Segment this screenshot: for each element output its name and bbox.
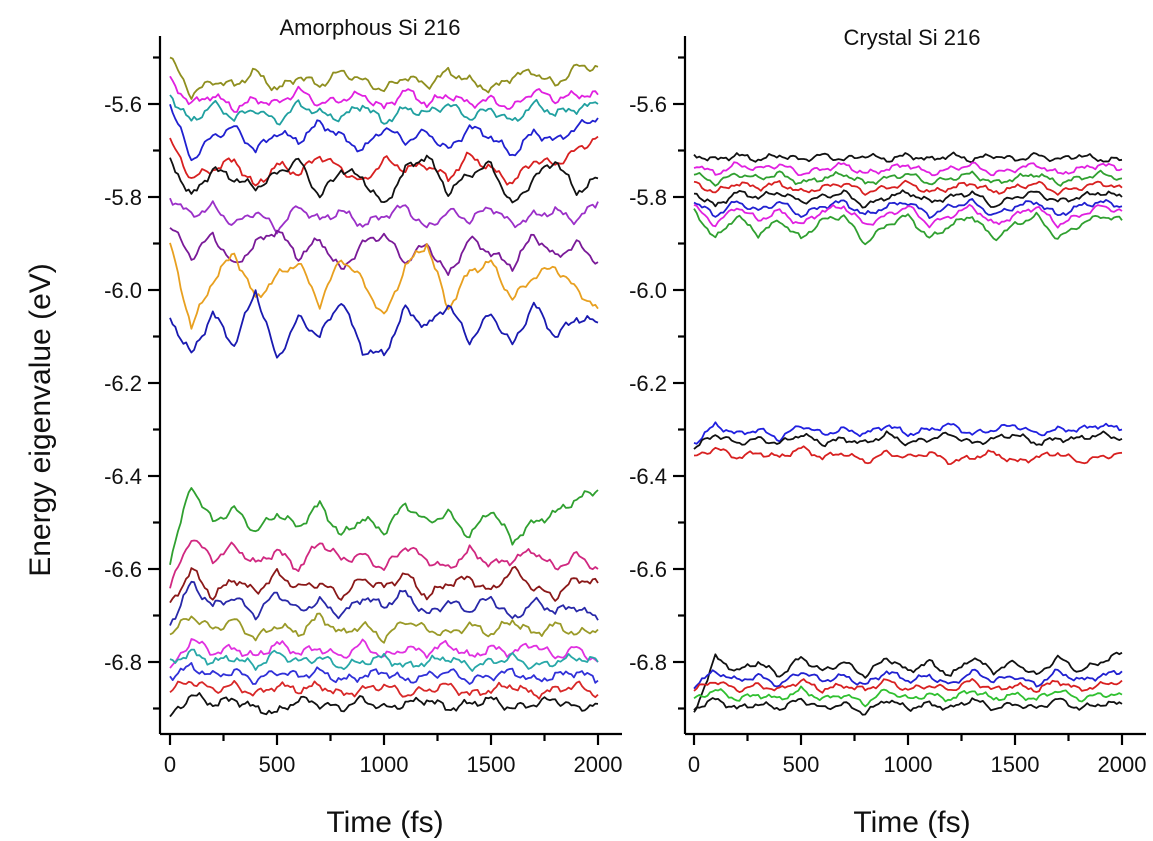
series-line-4 <box>693 179 1123 196</box>
x-tick-label: 0 <box>688 752 700 777</box>
series-line-20 <box>169 692 599 718</box>
series-line-15 <box>169 612 599 644</box>
y-tick-label: -5.6 <box>104 92 142 117</box>
series-line-5 <box>169 135 599 187</box>
series-line-19 <box>169 680 599 700</box>
series-line-10 <box>693 430 1123 450</box>
series-line-1 <box>693 151 1123 164</box>
y-tick-label: -6.4 <box>104 464 142 489</box>
series-line-14 <box>693 678 1123 694</box>
series-line-12 <box>169 539 599 589</box>
series-line-3 <box>693 169 1123 187</box>
x-tick-label: 2000 <box>1098 752 1147 777</box>
series-line-15 <box>693 685 1123 708</box>
y-tick-label: -5.8 <box>629 185 667 210</box>
y-tick-label: -6.0 <box>629 278 667 303</box>
series-line-2 <box>169 75 599 113</box>
series-line-8 <box>693 208 1123 246</box>
x-tick-label: 1000 <box>360 752 409 777</box>
plot-area-crystal: -5.6 -5.8 -6.0 -6.2 -6.4 -6.6 -6.8 0 500 1000 1500… <box>629 36 1146 777</box>
series-line-11 <box>169 487 599 565</box>
series-line-16 <box>169 638 599 669</box>
x-tick-label: 500 <box>783 752 820 777</box>
series-line-6 <box>169 154 599 204</box>
y-tick-label: -5.8 <box>104 185 142 210</box>
x-tick-label: 500 <box>259 752 296 777</box>
series-line-2 <box>693 161 1123 177</box>
y-tick-label: -6.8 <box>104 650 142 675</box>
y-tick-label: -6.0 <box>104 278 142 303</box>
y-tick-label: -6.2 <box>104 371 142 396</box>
x-tick-label: 1500 <box>991 752 1040 777</box>
panel-title-amorphous: Amorphous Si 216 <box>280 15 461 40</box>
panel-title-crystal: Crystal Si 216 <box>844 25 981 50</box>
x-tick-label: 2000 <box>574 752 623 777</box>
x-axis-title-amorphous: Time (fs) <box>326 806 443 839</box>
series-line-16 <box>693 697 1123 716</box>
series-line-9 <box>693 421 1123 445</box>
series-line-4 <box>169 104 599 162</box>
y-tick-label: -6.6 <box>629 557 667 582</box>
series-line-10 <box>169 289 599 359</box>
series-line-14 <box>169 580 599 626</box>
series-line-7 <box>169 197 599 235</box>
series-line-7 <box>693 203 1123 229</box>
series-line-8 <box>169 227 599 276</box>
y-tick-label: -6.8 <box>629 650 667 675</box>
panel-amorphous: Amorphous Si 216 -5.6 -5.8 -6.0 -6.2 -6.4 -6.… <box>104 15 622 839</box>
x-tick-label: 1000 <box>884 752 933 777</box>
series-line-5 <box>693 189 1123 209</box>
y-tick-label: -6.2 <box>629 371 667 396</box>
x-tick-label: 1500 <box>467 752 516 777</box>
y-tick-label: -6.6 <box>104 557 142 582</box>
panel-crystal: Crystal Si 216 -5.6-5.8-6.0-6.2-6.4-6.6-… <box>629 25 1146 839</box>
series-line-13 <box>693 668 1123 690</box>
series-line-18 <box>169 662 599 685</box>
y-axis-title: Energy eigenvalue (eV) <box>24 263 57 577</box>
series-line-9 <box>169 242 599 330</box>
series-line-13 <box>169 565 599 604</box>
y-tick-label: -5.6 <box>629 92 667 117</box>
series-line-1 <box>169 56 599 100</box>
x-axis-title-crystal: Time (fs) <box>853 806 970 839</box>
series-line-6 <box>693 198 1123 219</box>
series-line-17 <box>169 648 599 672</box>
series-line-11 <box>693 445 1123 465</box>
series-line-12 <box>693 651 1123 713</box>
x-tick-label: 0 <box>164 752 176 777</box>
plot-area-amorphous: -5.6 -5.8 -6.0 -6.2 -6.4 -6.6 -6.8 0 500 1000 1500… <box>104 36 622 777</box>
series-line-3 <box>169 94 599 126</box>
y-tick-label: -6.4 <box>629 464 667 489</box>
